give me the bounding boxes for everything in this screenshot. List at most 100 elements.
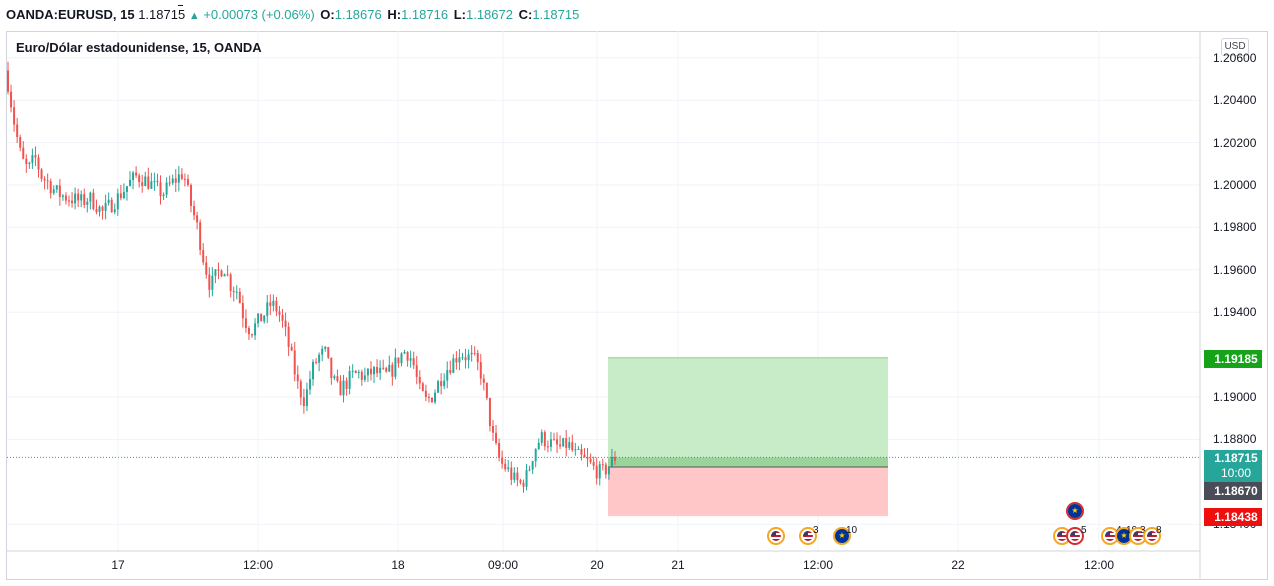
us-flag-icon[interactable] bbox=[767, 527, 785, 545]
candle-body bbox=[351, 370, 354, 372]
candle-body bbox=[141, 182, 144, 187]
candle-body bbox=[357, 371, 360, 373]
open-value: 1.18676 bbox=[334, 7, 382, 22]
candle-body bbox=[485, 382, 488, 398]
candle-body bbox=[147, 176, 150, 189]
candle-body bbox=[571, 442, 574, 451]
candle-body bbox=[190, 185, 193, 207]
candle-body bbox=[610, 456, 613, 468]
candle-body bbox=[461, 357, 464, 359]
candle-body bbox=[476, 352, 479, 363]
candle-body bbox=[376, 366, 379, 374]
candle-body bbox=[458, 357, 461, 363]
stop-price-tag: 1.18438 bbox=[1204, 508, 1262, 526]
candle-body bbox=[607, 467, 610, 475]
us-flag-icon[interactable] bbox=[1143, 527, 1161, 545]
event-count: 8 bbox=[1156, 525, 1162, 536]
candle-body bbox=[31, 155, 34, 163]
candle-body bbox=[421, 383, 424, 391]
candle-body bbox=[125, 186, 128, 192]
candle-body bbox=[330, 357, 333, 379]
high-label: H: bbox=[387, 7, 402, 22]
candle-body bbox=[455, 358, 458, 363]
candle-body bbox=[592, 462, 595, 466]
candle-body bbox=[226, 274, 229, 276]
current-price-tag: 1.18715 10:00 bbox=[1204, 450, 1262, 482]
candle-body bbox=[305, 389, 308, 407]
candle-body bbox=[177, 174, 180, 183]
candle-body bbox=[577, 449, 580, 451]
candles bbox=[7, 61, 616, 493]
candle-body bbox=[80, 194, 83, 201]
candle-body bbox=[525, 470, 528, 487]
chart-legend[interactable]: Euro/Dólar estadounidense, 15, OANDA bbox=[16, 40, 262, 55]
candle-body bbox=[516, 472, 519, 481]
candle-body bbox=[321, 348, 324, 355]
chart-pane[interactable] bbox=[6, 31, 1268, 580]
us-flag-icon[interactable] bbox=[1129, 527, 1147, 545]
us-flag-icon[interactable] bbox=[799, 527, 817, 545]
candle-body bbox=[162, 194, 165, 197]
candle-body bbox=[83, 194, 86, 205]
price-tick-label: 1.20200 bbox=[1213, 135, 1257, 150]
eu-flag-icon[interactable] bbox=[1066, 502, 1084, 520]
candle-body bbox=[113, 209, 116, 213]
candle-body bbox=[257, 313, 260, 324]
high-value: 1.18716 bbox=[401, 7, 449, 22]
candle-body bbox=[119, 193, 122, 199]
candle-body bbox=[55, 185, 58, 190]
time-tick-label: 18 bbox=[391, 558, 405, 572]
candle-body bbox=[263, 315, 266, 322]
candle-body bbox=[562, 438, 565, 447]
candle-body bbox=[171, 178, 174, 184]
candle-body bbox=[510, 467, 513, 480]
candle-body bbox=[302, 397, 305, 407]
candle-body bbox=[7, 70, 9, 92]
low-value: 1.18672 bbox=[465, 7, 513, 22]
candle-body bbox=[580, 449, 583, 455]
price-tick-label: 1.19400 bbox=[1213, 305, 1257, 320]
candle-body bbox=[513, 472, 516, 480]
candle-body bbox=[251, 334, 254, 336]
close-label: C: bbox=[518, 7, 533, 22]
candle-body bbox=[202, 250, 205, 263]
candle-body bbox=[138, 175, 141, 183]
candle-body bbox=[339, 381, 342, 396]
symbol-name[interactable]: OANDA:EURUSD, 15 bbox=[6, 7, 135, 22]
price-tick-label: 1.20000 bbox=[1213, 178, 1257, 192]
candle-body bbox=[449, 370, 452, 373]
candle-body bbox=[443, 380, 446, 387]
candle-body bbox=[150, 181, 153, 189]
candle-body bbox=[168, 182, 171, 184]
current-price-value: 1.18715 bbox=[1214, 451, 1258, 465]
candle-body bbox=[470, 352, 473, 355]
us-flag-icon[interactable] bbox=[1066, 527, 1084, 545]
candle-body bbox=[61, 195, 64, 197]
candle-body bbox=[107, 199, 110, 204]
candle-body bbox=[601, 464, 604, 466]
candle-body bbox=[220, 270, 223, 277]
candle-body bbox=[568, 442, 571, 448]
eu-flag-icon[interactable] bbox=[833, 527, 851, 545]
candle-body bbox=[434, 392, 437, 403]
price-change: +0.00073 (+0.06%) bbox=[203, 7, 315, 22]
candle-body bbox=[373, 366, 376, 375]
candle-body bbox=[379, 367, 382, 374]
candle-body bbox=[491, 425, 494, 433]
candle-body bbox=[122, 191, 125, 199]
candle-body bbox=[135, 172, 138, 176]
candle-body bbox=[68, 200, 71, 202]
candle-body bbox=[223, 274, 226, 277]
bar-countdown: 10:00 bbox=[1220, 466, 1252, 480]
price-tick-label: 1.18800 bbox=[1213, 432, 1257, 447]
event-count: 10 bbox=[846, 525, 858, 536]
candle-body bbox=[116, 193, 119, 210]
candle-body bbox=[354, 370, 357, 373]
candle-body bbox=[479, 362, 482, 379]
candle-body bbox=[318, 354, 321, 363]
candle-body bbox=[366, 368, 369, 376]
currency-button[interactable]: USD bbox=[1221, 38, 1249, 56]
candle-body bbox=[546, 446, 549, 448]
candle-body bbox=[312, 361, 315, 380]
